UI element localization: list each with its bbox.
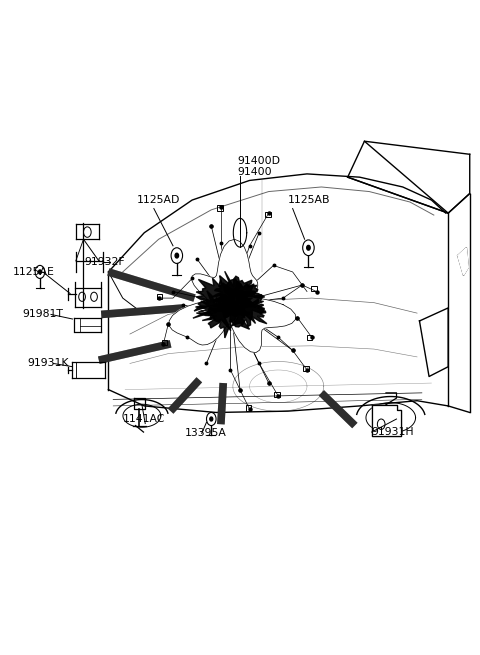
Polygon shape (372, 405, 401, 436)
Text: 91400: 91400 (238, 167, 272, 177)
Text: 1125AE: 1125AE (12, 267, 55, 277)
Text: 1141AC: 1141AC (123, 414, 165, 424)
Bar (217, 205, 223, 210)
Circle shape (307, 246, 310, 250)
Polygon shape (169, 239, 296, 352)
Text: 91931H: 91931H (372, 427, 414, 437)
Polygon shape (220, 298, 267, 326)
Circle shape (38, 270, 41, 274)
Circle shape (175, 253, 179, 258)
Bar (157, 294, 162, 299)
Text: 1125AB: 1125AB (288, 195, 330, 205)
Polygon shape (210, 282, 264, 322)
Text: 1125AD: 1125AD (137, 195, 180, 205)
Bar (246, 405, 252, 411)
Bar (161, 340, 167, 345)
Polygon shape (458, 248, 468, 275)
Text: 91932F: 91932F (84, 257, 125, 267)
Bar (312, 286, 317, 291)
Polygon shape (193, 291, 240, 331)
Text: 13395A: 13395A (185, 428, 227, 438)
Bar (307, 335, 312, 340)
Bar (275, 392, 280, 398)
Polygon shape (212, 271, 264, 309)
Polygon shape (196, 295, 250, 338)
Bar (303, 366, 309, 371)
Bar (265, 212, 271, 217)
Text: 91981T: 91981T (22, 309, 63, 320)
Polygon shape (194, 278, 256, 317)
Text: 91400D: 91400D (238, 156, 281, 166)
Text: 91931K: 91931K (27, 358, 69, 369)
Circle shape (210, 417, 213, 421)
